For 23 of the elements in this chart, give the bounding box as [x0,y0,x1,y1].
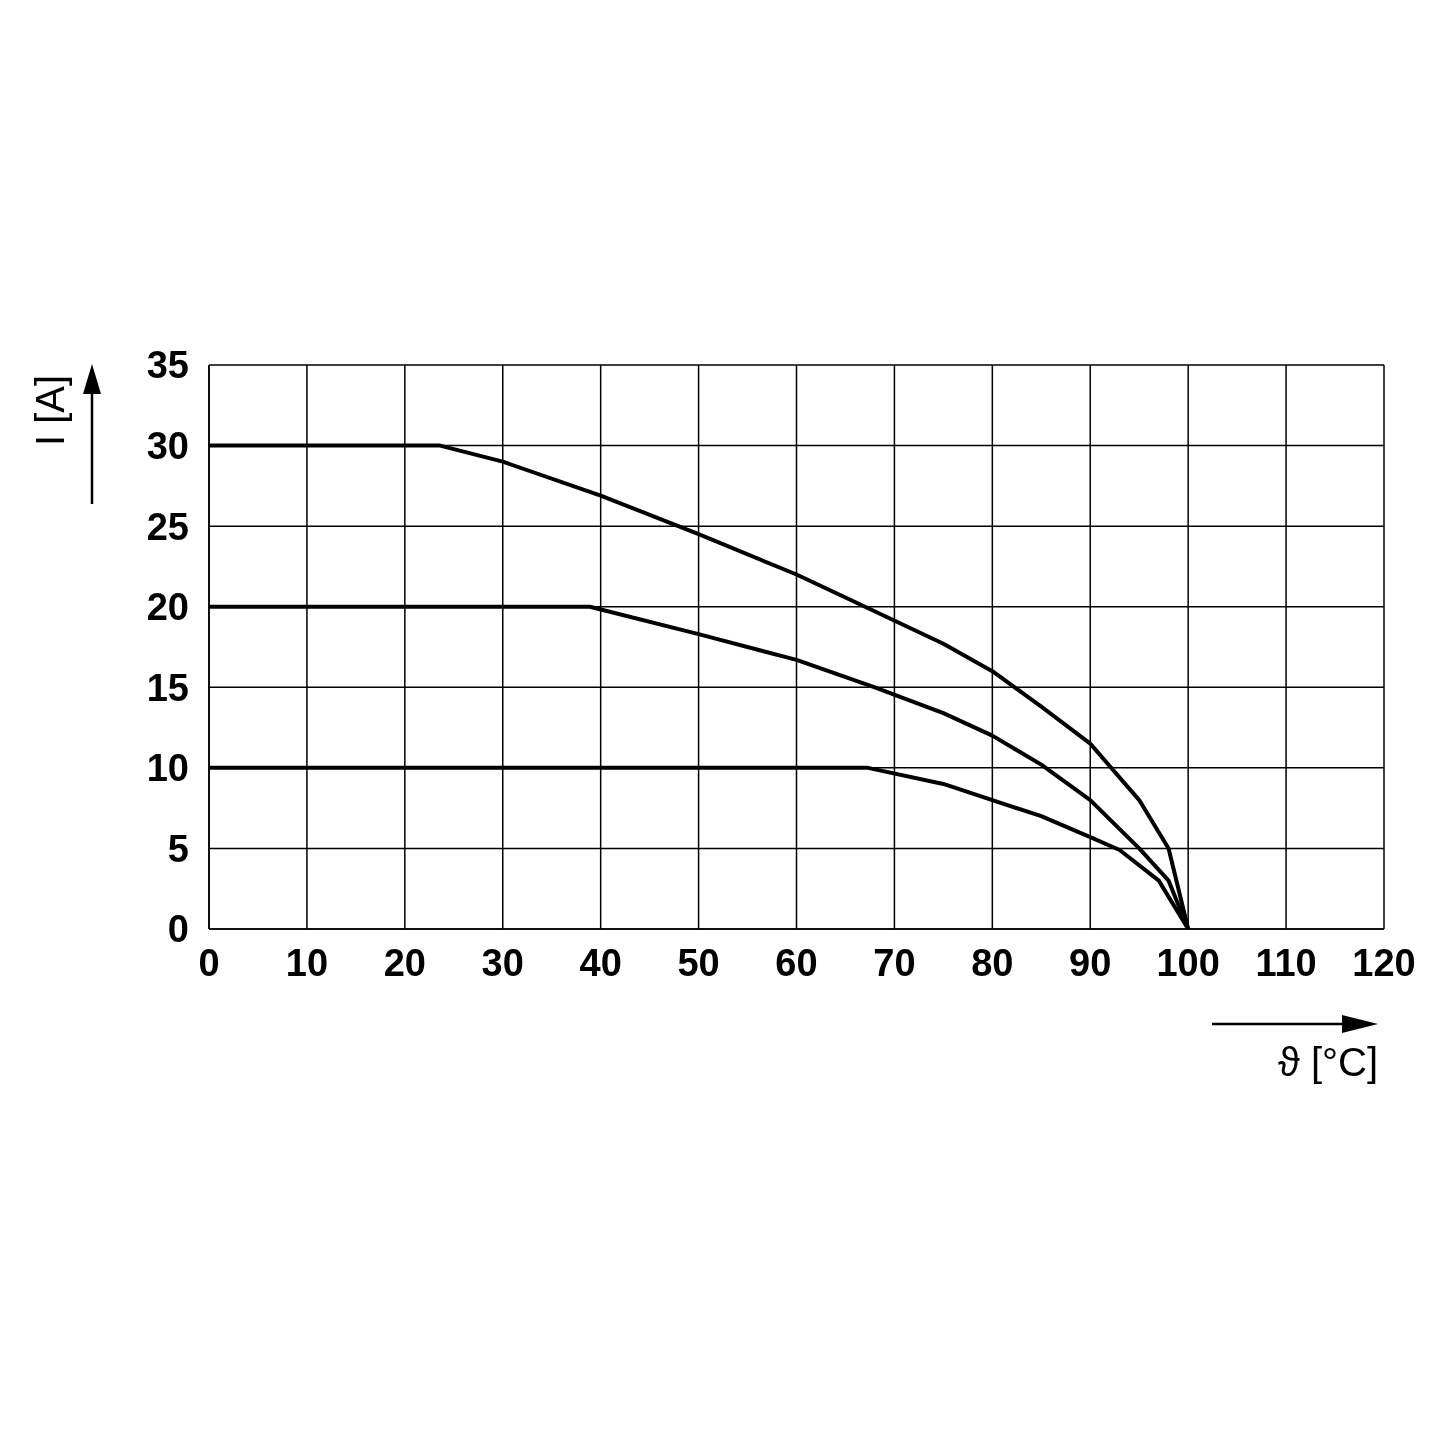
x-tick-label: 0 [198,941,220,984]
x-tick-label: 60 [775,941,818,984]
y-tick-label: 30 [146,425,189,468]
y-tick-label: 35 [146,344,189,387]
x-tick-label: 120 [1352,941,1416,984]
y-tick-label: 25 [146,505,189,548]
x-tick-label: 30 [481,941,524,984]
y-tick-label: 15 [146,666,189,709]
y-tick-label: 20 [146,586,189,629]
x-tick-label: 90 [1069,941,1112,984]
x-tick-label: 10 [285,941,329,984]
x-tick-label: 50 [677,941,720,984]
y-tick-label: 10 [146,747,189,790]
x-tick-label: 20 [383,941,426,984]
x-tick-label: 70 [873,941,916,984]
y-tick-label: 0 [167,908,189,951]
x-axis-title: ϑ [°C] [1277,1040,1378,1085]
y-axis-title: I [A] [28,374,74,446]
x-tick-label: 40 [579,941,622,984]
y-tick-label: 5 [167,827,189,870]
x-tick-label: 80 [971,941,1014,984]
x-tick-label: 100 [1156,941,1220,984]
x-tick-label: 110 [1255,941,1317,984]
